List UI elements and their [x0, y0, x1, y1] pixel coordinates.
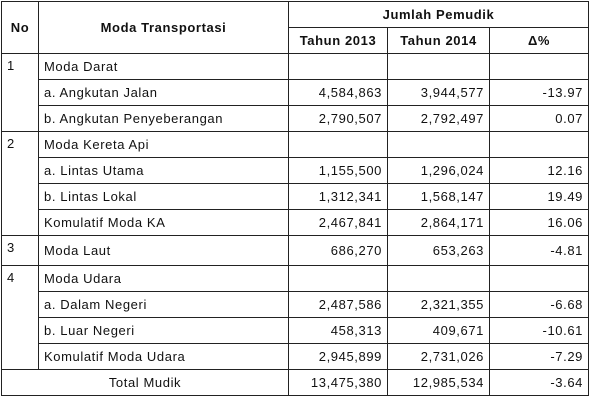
row-value — [288, 131, 388, 158]
row-label: Moda Laut — [38, 235, 289, 266]
row-value — [489, 53, 589, 80]
row-label: Komulatif Moda KA — [38, 209, 289, 236]
row-value: -6.68 — [489, 291, 589, 318]
row-value — [489, 265, 589, 292]
total-value: 12,985,534 — [387, 369, 490, 396]
row-no: 4 — [1, 265, 39, 370]
row-label: b. Luar Negeri — [38, 317, 289, 344]
row-value: 2,790,507 — [288, 105, 388, 132]
table-row: 1 Moda Darat — [1, 53, 589, 132]
row-value: 19.49 — [489, 183, 589, 210]
table-row: Komulatif Moda KA 2,467,841 2,864,171 16.06 — [2, 209, 589, 236]
row-value: 0.07 — [489, 105, 589, 132]
row-value: -7.29 — [489, 343, 589, 370]
table-row: a. Lintas Utama 1,155,500 1,296,024 12.16 — [2, 157, 589, 184]
header-year: Tahun 2013 — [288, 27, 388, 54]
row-value — [288, 53, 388, 80]
row-value: 2,945,899 — [288, 343, 388, 370]
row-label: Moda Darat — [38, 53, 289, 80]
row-value: 686,270 — [288, 235, 388, 266]
row-value: 2,487,586 — [288, 291, 388, 318]
row-label: b. Lintas Lokal — [38, 183, 289, 210]
total-label: Total Mudik — [1, 369, 289, 396]
row-value: 2,792,497 — [387, 105, 490, 132]
row-value: 1,568,147 — [387, 183, 490, 210]
table-row: a. Dalam Negeri 2,487,586 2,321,355 -6.68 — [2, 291, 589, 318]
table-body: 1 Moda Darat a. Angkutan Jalan 4,584,863 3,9… — [1, 53, 589, 396]
table-row: 4 Moda Udara — [1, 265, 589, 370]
table-row: 3 Moda Laut 686,270 653,263 -4.81 — [1, 235, 589, 266]
row-value — [387, 265, 490, 292]
table-row: b. Lintas Lokal 1,312,341 1,568,147 19.49 — [2, 183, 589, 210]
row-label: b. Angkutan Penyeberangan — [38, 105, 289, 132]
total-row: Total Mudik 13,475,380 12,985,534 -3.64 — [1, 369, 589, 396]
row-label: a. Lintas Utama — [38, 157, 289, 184]
row-value: -10.61 — [489, 317, 589, 344]
row-value: 16.06 — [489, 209, 589, 236]
table-row: 2 Moda Kereta Api — [1, 131, 589, 236]
row-value: 3,944,577 — [387, 79, 490, 106]
table-row: b. Angkutan Penyeberangan 2,790,507 2,792,… — [2, 105, 589, 132]
row-label: a. Angkutan Jalan — [38, 79, 289, 106]
row-value: 653,263 — [387, 235, 490, 266]
row-value: -13.97 — [489, 79, 589, 106]
row-value: 1,155,500 — [288, 157, 388, 184]
table-row: Komulatif Moda Udara 2,945,899 2,731,026 -7… — [2, 343, 589, 370]
row-label: Komulatif Moda Udara — [38, 343, 289, 370]
total-value: 13,475,380 — [288, 369, 388, 396]
row-value: 2,467,841 — [288, 209, 388, 236]
row-value: 12.16 — [489, 157, 589, 184]
row-value — [387, 131, 490, 158]
header-delta: Δ% — [489, 27, 589, 54]
row-value: -4.81 — [489, 235, 589, 266]
header-moda: Moda Transportasi — [38, 1, 289, 54]
row-no: 3 — [1, 235, 39, 266]
row-value: 2,864,171 — [387, 209, 490, 236]
table-row: a. Angkutan Jalan 4,584,863 3,944,577 -13.9… — [2, 79, 589, 106]
row-value: 2,321,355 — [387, 291, 490, 318]
header-jumlah: Jumlah Pemudik — [288, 1, 589, 28]
row-no: 2 — [1, 131, 39, 236]
row-value: 409,671 — [387, 317, 490, 344]
row-value — [489, 131, 589, 158]
row-label: Moda Udara — [38, 265, 289, 292]
row-label: a. Dalam Negeri — [38, 291, 289, 318]
row-value: 458,313 — [288, 317, 388, 344]
header-year: Tahun 2014 — [387, 27, 490, 54]
row-value: 1,296,024 — [387, 157, 490, 184]
row-value: 2,731,026 — [387, 343, 490, 370]
row-value — [288, 265, 388, 292]
total-value: -3.64 — [489, 369, 589, 396]
data-table: No Moda Transportasi Jumlah Pemudik Tahu… — [1, 1, 589, 396]
header-no: No — [1, 1, 39, 54]
row-value — [387, 53, 490, 80]
row-no: 1 — [1, 53, 39, 132]
row-label: Moda Kereta Api — [38, 131, 289, 158]
row-value: 4,584,863 — [288, 79, 388, 106]
row-value: 1,312,341 — [288, 183, 388, 210]
table-row: b. Luar Negeri 458,313 409,671 -10.61 — [2, 317, 589, 344]
